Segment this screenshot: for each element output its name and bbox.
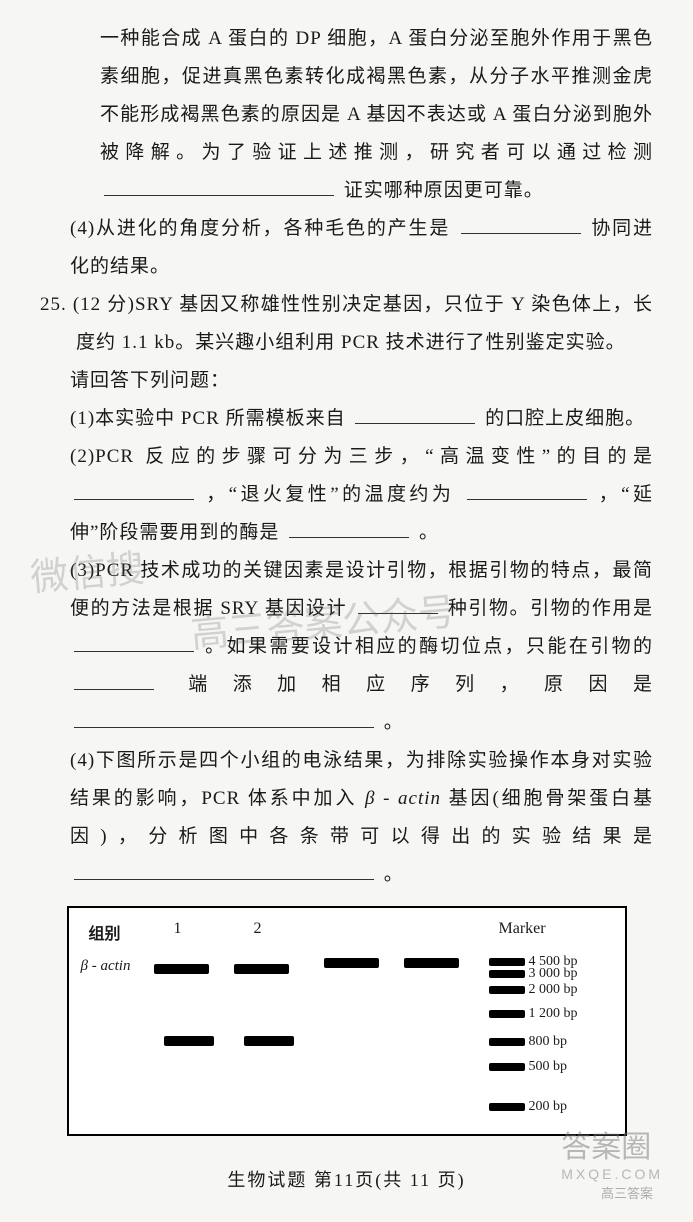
text-segment: (2)PCR 反应的步骤可分为三步，“高温变性”的目的是 [70,446,653,467]
marker-band [489,1103,525,1111]
question-25-stem: 25. (12 分)SRY 基因又称雄性性别决定基因，只位于 Y 染色体上，长度… [40,286,653,362]
sub-question-4: (4)从进化的角度分析，各种毛色的产生是 协同进化的结果。 [40,210,653,286]
lane-number-1: 1 [174,920,182,938]
text-segment: 。 [384,712,404,733]
text-segment: 证实哪种原因更可靠。 [344,180,544,201]
marker-band [489,1010,525,1018]
marker-band [489,1063,525,1071]
gel-band [164,1036,214,1046]
q25-sub3: (3)PCR 技术成功的关键因素是设计引物，根据引物的特点，最简便的方法是根据 … [40,552,653,742]
text-segment: 种引物。引物的作用是 [448,598,653,619]
gel-electrophoresis-figure: 组别 1 2 Marker β - actin 4 500 bp3 000 bp… [67,906,627,1136]
fill-blank[interactable] [74,480,194,500]
text-segment: 一种能合成 A 蛋白的 DP 细胞，A 蛋白分泌至胞外作用于黑色素细胞，促进真黑… [100,28,653,163]
marker-size-label: 500 bp [529,1059,568,1075]
q25-sub2: (2)PCR 反应的步骤可分为三步，“高温变性”的目的是 ，“退火复性”的温度约… [40,438,653,552]
fill-blank[interactable] [461,214,581,234]
text-segment: (1)本实验中 PCR 所需模板来自 [70,408,346,429]
gel-band [154,964,209,974]
text-segment: 。 [384,864,404,885]
gel-band [244,1036,294,1046]
marker-size-label: 800 bp [529,1034,568,1050]
marker-band [489,986,525,994]
marker-band [489,958,525,966]
text-segment: (4)从进化的角度分析，各种毛色的产生是 [70,218,450,239]
marker-size-label: 3 000 bp [529,966,578,982]
fill-blank[interactable] [355,404,475,424]
gel-band [234,964,289,974]
text-segment: 。如果需要设计相应的酶切位点，只能在引物的 [205,636,653,657]
marker-band [489,970,525,978]
exam-page: 一种能合成 A 蛋白的 DP 细胞，A 蛋白分泌至胞外作用于黑色素细胞，促进真黑… [0,0,693,1222]
fill-blank[interactable] [74,860,374,880]
fill-blank[interactable] [467,480,587,500]
beta-actin-row-label: β - actin [81,958,131,975]
text-segment: (12 分)SRY 基因又称雄性性别决定基因，只位于 Y 染色体上，长度约 1.… [73,294,653,353]
gel-band [324,958,379,968]
watermark-corner: 高三答案 [601,1183,653,1202]
continuing-paragraph: 一种能合成 A 蛋白的 DP 细胞，A 蛋白分泌至胞外作用于黑色素细胞，促进真黑… [40,20,653,210]
fill-blank[interactable] [74,708,374,728]
fill-blank[interactable] [104,176,334,196]
q25-sub4: (4)下图所示是四个小组的电泳结果，为排除实验操作本身对实验结果的影响，PCR … [40,742,653,894]
page-footer: 生物试题 第11页(共 11 页) [40,1166,653,1192]
q25-sub1: (1)本实验中 PCR 所需模板来自 的口腔上皮细胞。 [40,400,653,438]
text-segment: 端添加相应序列，原因是 [188,674,653,695]
text-segment: 的口腔上皮细胞。 [485,408,645,429]
marker-size-label: 1 200 bp [529,1006,578,1022]
lane-number-2: 2 [254,920,262,938]
marker-size-label: 200 bp [529,1099,568,1115]
text-segment: 。 [419,522,439,543]
text-segment: ，“退火复性”的温度约为 [206,484,454,505]
marker-size-label: 2 000 bp [529,982,578,998]
question-number: 25. [40,294,67,315]
marker-band [489,1038,525,1046]
fill-blank[interactable] [74,670,154,690]
gel-band [404,958,459,968]
q25-sub3-wrapper: 微信搜 高三答案公众号 (3)PCR 技术成功的关键因素是设计引物，根据引物的特… [40,552,653,742]
text-segment: 请回答下列问题： [70,370,230,391]
fill-blank[interactable] [74,632,194,652]
fill-blank[interactable] [358,594,438,614]
question-25-prompt: 请回答下列问题： [40,362,653,400]
fill-blank[interactable] [289,518,409,538]
marker-column-label: Marker [499,920,546,938]
gel-group-label: 组别 [89,920,121,944]
gene-name-italic: β - actin [365,788,441,809]
